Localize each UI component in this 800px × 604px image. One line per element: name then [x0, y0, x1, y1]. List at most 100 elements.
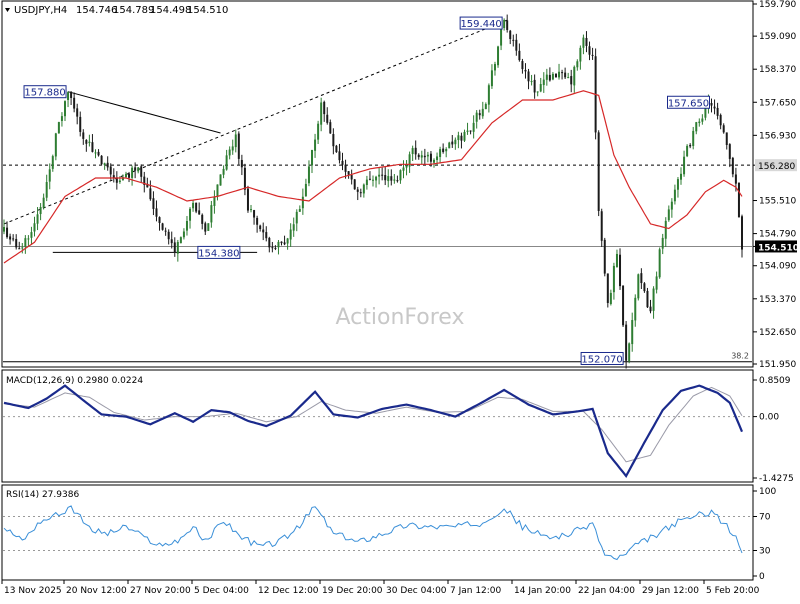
candle-body [549, 75, 551, 80]
candle-body [537, 91, 539, 92]
candle-body [207, 223, 209, 231]
candle-body [250, 209, 252, 210]
candle-body [430, 154, 432, 162]
candle-body [689, 145, 691, 146]
candle-body [360, 192, 362, 193]
candle-body [12, 238, 14, 239]
candle-body [668, 209, 670, 220]
rsi-tick-label: 30 [759, 547, 771, 557]
candle-body [131, 168, 133, 178]
candle-body [470, 131, 472, 132]
candle-body [720, 115, 722, 125]
candle-body [277, 242, 279, 247]
candle-body [393, 180, 395, 181]
candle-body [524, 70, 526, 71]
candle-body [543, 80, 545, 85]
candle-body [216, 184, 218, 196]
header-symbol: USDJPY,H4 [14, 5, 67, 16]
candle-body [91, 142, 93, 152]
time-tick-label: 27 Nov 20:00 [130, 586, 191, 596]
candle-body [552, 74, 554, 80]
price-tick-label: 156.930 [759, 131, 796, 141]
candle-body [342, 161, 344, 165]
candle-body [711, 103, 713, 106]
candle-body [695, 122, 697, 131]
fib-label: 38.2 [731, 352, 749, 361]
candle-body [576, 61, 578, 67]
candle-body [24, 238, 26, 247]
candle-body [424, 156, 426, 157]
pivot-label: 159.440 [460, 19, 501, 30]
candle-body [528, 71, 530, 81]
candle-body [448, 143, 450, 149]
candle-body [262, 230, 264, 233]
candle-body [500, 29, 502, 46]
candle-body [293, 224, 295, 230]
candle-body [308, 166, 310, 183]
candle-body [637, 274, 639, 298]
candle-body [692, 131, 694, 146]
candle-body [375, 177, 377, 181]
candle-body [372, 180, 374, 181]
candle-body [357, 189, 359, 191]
candle-body [189, 209, 191, 221]
candle-body [265, 232, 267, 238]
macd-tick-label: 0.00 [759, 413, 779, 423]
candle-body [15, 239, 17, 247]
candle-body [52, 156, 54, 169]
header-high: 154.789 [113, 5, 154, 16]
candle-body [622, 286, 624, 326]
candle-body [116, 178, 118, 182]
candle-body [104, 163, 106, 165]
candle-body [592, 55, 594, 56]
rsi-tick-label: 0 [759, 572, 765, 582]
candle-body [85, 140, 87, 144]
candle-body [186, 221, 188, 231]
candle-body [729, 144, 731, 159]
candle-body [40, 207, 42, 214]
candle-body [107, 163, 109, 168]
candle-body [305, 184, 307, 196]
candle-body [204, 223, 206, 231]
candle-body [88, 142, 90, 143]
candle-body [363, 185, 365, 194]
candle-body [46, 182, 48, 198]
candle-body [119, 181, 121, 182]
candle-body [640, 273, 642, 283]
price-tick-label: 151.950 [759, 360, 796, 370]
time-tick-label: 22 Jan 04:00 [578, 586, 635, 596]
candle-body [509, 31, 511, 39]
price-tick-label: 152.650 [759, 328, 796, 338]
candle-body [9, 236, 11, 239]
time-tick-label: 30 Dec 04:00 [386, 586, 447, 596]
candle-body [351, 175, 353, 179]
candle-body [671, 202, 673, 210]
candle-body [497, 47, 499, 66]
candle-body [223, 169, 225, 175]
candle-body [439, 149, 441, 157]
candle-body [646, 291, 648, 307]
time-tick-label: 12 Dec 12:00 [258, 586, 319, 596]
candle-body [433, 160, 435, 163]
candle-body [677, 179, 679, 190]
candle-body [55, 133, 57, 156]
candle-body [735, 174, 737, 183]
candle-body [384, 175, 386, 180]
time-tick-label: 13 Nov 2025 [4, 586, 62, 596]
price-tick-label: 154.090 [759, 262, 796, 272]
candle-body [686, 146, 688, 156]
candle-body [634, 298, 636, 321]
candle-body [3, 227, 5, 232]
candle-body [656, 276, 658, 289]
current-price-label: 154.510 [758, 243, 799, 253]
candle-body [659, 249, 661, 277]
candle-body [726, 132, 728, 145]
pivot-label: 157.650 [668, 98, 709, 109]
price-tick-label: 154.790 [759, 230, 796, 240]
price-tick-label: 159.790 [759, 0, 796, 10]
time-tick-label: 20 Nov 12:00 [66, 586, 127, 596]
candle-body [421, 155, 423, 157]
candle-body [451, 142, 453, 145]
candle-body [348, 171, 350, 175]
candle-body [665, 221, 667, 239]
